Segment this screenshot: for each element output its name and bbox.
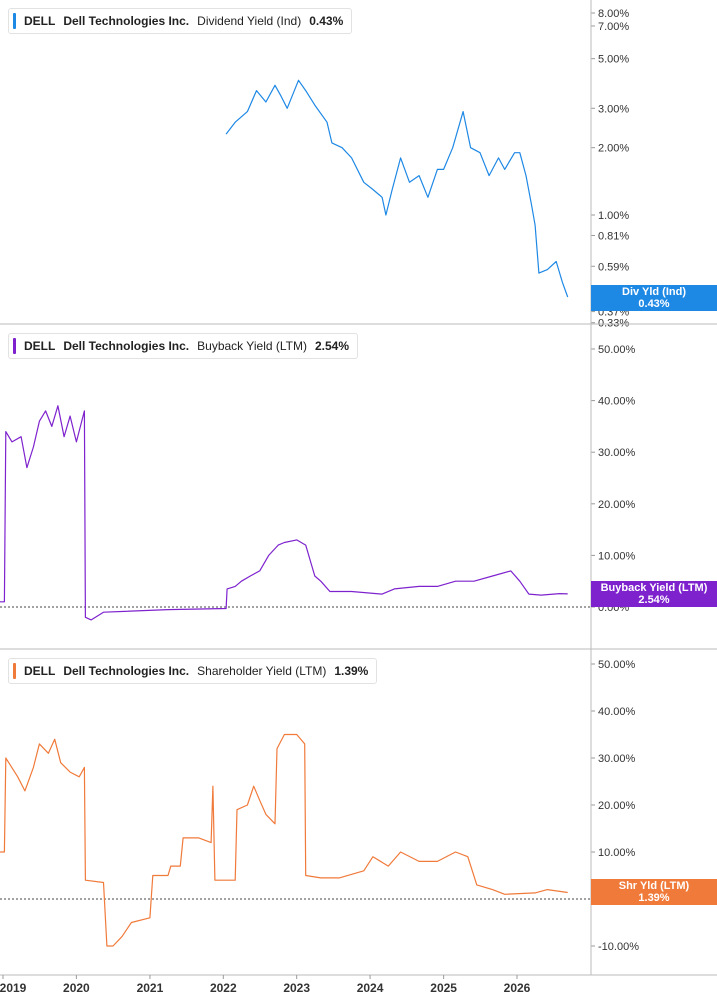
x-tick-label: 2022: [210, 981, 237, 995]
price-tag-dividend: Div Yld (Ind) 0.43%: [591, 285, 717, 311]
series-color-marker: [13, 338, 16, 354]
y-tick-label: 8.00%: [598, 8, 629, 20]
y-tick-label: -10.00%: [598, 941, 639, 953]
price-tag-buyback: Buyback Yield (LTM) 2.54%: [591, 581, 717, 607]
legend-ticker: DELL: [24, 664, 56, 678]
y-tick-label: 20.00%: [598, 800, 636, 812]
legend-dividend-yield[interactable]: DELL Dell Technologies Inc. Dividend Yie…: [8, 8, 353, 34]
y-tick-label: 40.00%: [598, 706, 636, 718]
legend-metric: Shareholder Yield (LTM): [197, 664, 327, 678]
series-line: [0, 733, 568, 947]
legend-ticker: DELL: [24, 339, 56, 353]
series-line: [0, 405, 568, 621]
y-tick-label: 5.00%: [598, 54, 629, 66]
legend-company: Dell Technologies Inc.: [63, 664, 190, 678]
y-tick-label: 30.00%: [598, 447, 636, 459]
tag-value: 0.43%: [638, 298, 670, 310]
tag-value: 1.39%: [638, 892, 670, 904]
legend-company: Dell Technologies Inc.: [63, 339, 190, 353]
legend-value: 1.39%: [334, 664, 369, 678]
x-tick-label: 2024: [357, 981, 384, 995]
y-tick-label: 1.00%: [598, 210, 629, 222]
legend-metric: Dividend Yield (Ind): [197, 14, 302, 28]
legend-value: 0.43%: [309, 14, 344, 28]
legend-company: Dell Technologies Inc.: [63, 14, 190, 28]
price-tag-shareholder: Shr Yld (LTM) 1.39%: [591, 879, 717, 905]
tag-value: 2.54%: [638, 594, 670, 606]
legend-ticker: DELL: [24, 14, 56, 28]
y-tick-label: 50.00%: [598, 659, 636, 671]
y-tick-label: 10.00%: [598, 847, 636, 859]
y-tick-label: 3.00%: [598, 103, 629, 115]
legend-metric: Buyback Yield (LTM): [197, 339, 307, 353]
series-color-marker: [13, 663, 16, 679]
legend-shareholder-yield[interactable]: DELL Dell Technologies Inc. Shareholder …: [8, 658, 378, 684]
series-color-marker: [13, 13, 16, 29]
x-tick-label: 2020: [63, 981, 90, 995]
x-tick-label: 2019: [0, 981, 27, 995]
y-tick-label: 40.00%: [598, 396, 636, 408]
y-tick-label: 50.00%: [598, 344, 636, 356]
y-tick-label: 20.00%: [598, 499, 636, 511]
tag-label: Div Yld (Ind): [622, 286, 686, 298]
y-tick-label: 0.59%: [598, 261, 629, 273]
tag-label: Buyback Yield (LTM): [600, 582, 708, 594]
y-tick-label: 0.81%: [598, 230, 629, 242]
y-tick-label: 10.00%: [598, 550, 636, 562]
legend-buyback-yield[interactable]: DELL Dell Technologies Inc. Buyback Yiel…: [8, 333, 359, 359]
x-tick-label: 2023: [283, 981, 310, 995]
y-tick-label: 7.00%: [598, 21, 629, 33]
tag-label: Shr Yld (LTM): [618, 880, 690, 892]
x-tick-label: 2025: [430, 981, 457, 995]
x-tick-label: 2026: [504, 981, 531, 995]
y-tick-label: 2.00%: [598, 143, 629, 155]
legend-value: 2.54%: [314, 339, 350, 353]
series-line: [225, 79, 569, 298]
y-tick-label: 30.00%: [598, 753, 636, 765]
x-tick-label: 2021: [137, 981, 164, 995]
